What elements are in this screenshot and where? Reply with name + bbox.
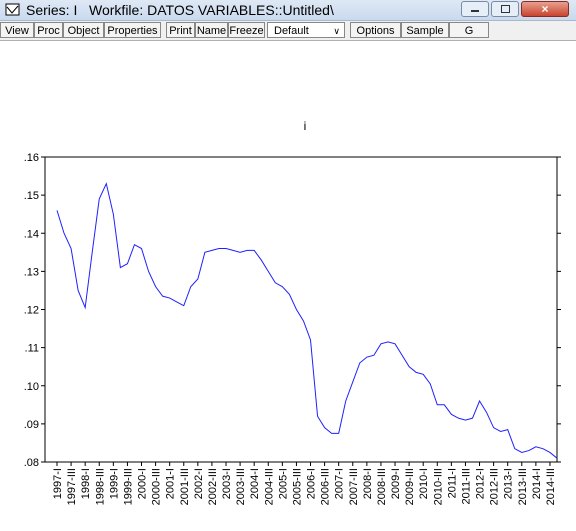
x-tick-label: 2005-III <box>291 468 303 505</box>
y-tick-label: .15 <box>24 190 39 202</box>
x-tick-label: 2003-I <box>221 468 233 499</box>
y-tick-label: .13 <box>24 266 39 278</box>
x-tick-label: 1997-III <box>66 468 78 505</box>
toolbar-button[interactable]: Properties <box>104 22 161 38</box>
x-tick-label: 2007-I <box>334 468 346 499</box>
minimize-button[interactable] <box>461 1 489 17</box>
y-tick-label: .14 <box>24 228 39 240</box>
x-tick-label: 2013-I <box>503 468 515 499</box>
toolbar-button[interactable]: Sample <box>401 22 449 38</box>
x-tick-label: 2007-III <box>348 468 360 505</box>
plot-frame <box>44 156 558 463</box>
view-dropdown[interactable]: Default ∨ <box>267 22 345 38</box>
dropdown-arrow: ∨ <box>333 26 340 36</box>
x-tick-label: 2010-III <box>432 468 444 505</box>
toolbar-button[interactable]: Object <box>63 22 104 38</box>
maximize-button[interactable] <box>491 1 519 17</box>
x-tick-label: 2008-III <box>376 468 388 505</box>
x-tick-label: 2005-I <box>277 468 289 499</box>
x-tick-label: 2009-III <box>404 468 416 505</box>
x-tick-label: 2012-I <box>475 468 487 499</box>
toolbar-button[interactable]: Proc <box>34 22 63 38</box>
toolbar-button[interactable]: Options <box>350 22 401 38</box>
x-tick-label: 2002-III <box>207 468 219 505</box>
x-tick-label: 2010-I <box>418 468 430 499</box>
x-tick-label: 1997-I <box>52 468 64 499</box>
x-tick-label: 2012-III <box>489 468 501 505</box>
x-tick-label: 1999-I <box>108 468 120 499</box>
close-button[interactable]: × <box>521 1 569 17</box>
x-tick-label: 2001-III <box>179 468 191 505</box>
x-tick-label: 2001-I <box>165 468 177 499</box>
y-tick-label: .08 <box>24 457 39 469</box>
toolbar-button[interactable]: View <box>0 22 34 38</box>
window-icon <box>5 3 20 16</box>
x-tick-label: 2004-I <box>249 468 261 499</box>
data-line <box>56 182 558 459</box>
x-tick-label: 2014-III <box>545 468 557 505</box>
x-tick-label: 2002-I <box>193 468 205 499</box>
x-tick-label: 2011-I <box>446 468 458 498</box>
x-tick-label: 2008-I <box>362 468 374 499</box>
toolbar-button[interactable]: Freeze <box>228 22 265 38</box>
x-tick-label: 2006-I <box>306 468 318 499</box>
x-tick-label: 2014-I <box>531 468 543 499</box>
x-tick-label: 2004-III <box>263 468 275 505</box>
x-tick-label: 2009-I <box>390 468 402 499</box>
y-tick-label: .09 <box>24 419 39 431</box>
x-tick-label: 2000-III <box>151 468 163 505</box>
y-tick-label: .11 <box>25 343 39 355</box>
toolbar: View Proc Object Properties Print Name Freeze D… <box>0 21 576 41</box>
x-tick-label: 1998-III <box>94 468 106 505</box>
y-tick-label: .16 <box>24 152 39 164</box>
x-tick-label: 1999-III <box>122 468 134 505</box>
y-tick-label: .10 <box>24 381 39 393</box>
toolbar-button[interactable]: Print <box>166 22 195 38</box>
chart-title: i <box>304 119 307 133</box>
x-tick-label: 2003-III <box>235 468 247 505</box>
x-tick-label: 2006-III <box>320 468 332 505</box>
x-tick-label: 2013-III <box>517 468 529 505</box>
toolbar-button[interactable]: G <box>449 22 489 38</box>
window-title: Series: I Workfile: DATOS VARIABLES::Unt… <box>26 2 334 18</box>
y-tick-label: .12 <box>24 305 39 317</box>
x-tick-label: 1998-I <box>80 468 92 499</box>
toolbar-button[interactable]: Name <box>195 22 228 38</box>
title-bar: Series: I Workfile: DATOS VARIABLES::Unt… <box>0 0 576 21</box>
x-tick-label: 2000-I <box>137 468 149 499</box>
x-tick-label: 2011-III <box>460 468 472 505</box>
chart: i .08 .09 .10 .11 .12 .13 .14 .15 .16 1997-I 1997-… <box>24 119 561 505</box>
